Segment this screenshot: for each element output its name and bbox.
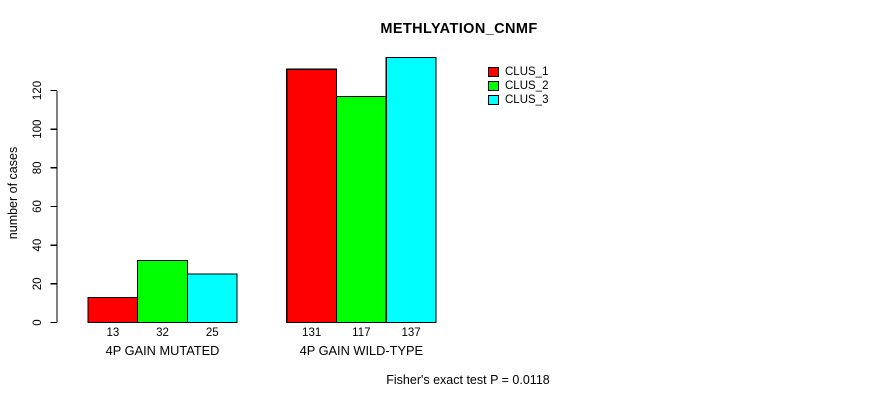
legend: CLUS_1 CLUS_2 CLUS_3 xyxy=(488,65,548,107)
legend-item-clus_2: CLUS_2 xyxy=(488,79,548,93)
y-tick-label: 80 xyxy=(32,161,44,174)
bar-clus_3-cat0 xyxy=(186,273,238,324)
bar-value-label: 137 xyxy=(401,327,420,339)
x-group-label: 4P GAIN MUTATED xyxy=(106,343,220,358)
y-tick-label: 120 xyxy=(32,81,44,100)
legend-item-clus_1: CLUS_1 xyxy=(488,65,548,79)
legend-swatch-clus_1 xyxy=(488,66,499,78)
legend-label: CLUS_3 xyxy=(505,94,549,106)
legend-label: CLUS_2 xyxy=(505,80,549,92)
y-tick-label: 60 xyxy=(32,200,44,213)
bar-clus_1-cat1 xyxy=(286,68,338,324)
y-tick-label: 40 xyxy=(32,239,44,252)
bar-value-label: 117 xyxy=(352,327,370,339)
bar-clus_2-cat1 xyxy=(335,95,387,324)
y-tick-label: 100 xyxy=(32,120,44,139)
bar-value-label: 32 xyxy=(156,327,169,339)
bar-value-label: 13 xyxy=(106,327,119,339)
legend-label: CLUS_1 xyxy=(505,66,549,78)
legend-item-clus_3: CLUS_3 xyxy=(488,93,548,107)
bar-clus_2-cat0 xyxy=(137,260,188,324)
stat-annotation: Fisher's exact test P = 0.0118 xyxy=(386,373,550,387)
bar-value-label: 25 xyxy=(206,327,219,339)
legend-swatch-clus_2 xyxy=(488,80,499,92)
legend-swatch-clus_3 xyxy=(488,94,499,106)
bar-clus_1-cat0 xyxy=(87,296,139,324)
y-tick-label: 0 xyxy=(32,319,44,325)
x-group-label: 4P GAIN WILD-TYPE xyxy=(300,343,424,358)
bar-value-label: 131 xyxy=(302,327,321,339)
chart-title: METHLYATION_CNMF xyxy=(380,21,538,37)
y-tick-label: 20 xyxy=(32,277,44,290)
bar-clus_3-cat1 xyxy=(385,57,437,324)
